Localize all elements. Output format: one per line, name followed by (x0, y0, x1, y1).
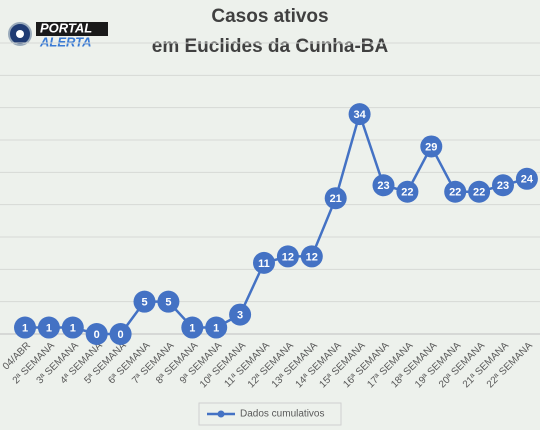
data-label: 12 (282, 251, 294, 263)
chart-subtitle: em Euclides da Cunha-BA (152, 36, 389, 57)
data-point (253, 251, 275, 274)
data-label: 0 (118, 329, 124, 341)
data-label: 1 (46, 322, 52, 334)
data-point (348, 103, 371, 126)
data-label: 5 (141, 297, 147, 309)
data-point (276, 245, 299, 268)
data-label: 3 (237, 310, 243, 322)
data-label: 0 (94, 329, 100, 341)
data-point (229, 303, 252, 326)
data-point (181, 316, 204, 339)
logo: PORTAL ALERTA (8, 20, 108, 49)
data-point (109, 323, 132, 345)
chart-title: Casos ativos (211, 6, 328, 27)
data-label: 23 (377, 180, 389, 192)
data-label: 23 (497, 180, 509, 192)
data-label: 24 (521, 174, 534, 186)
data-label: 1 (213, 322, 219, 334)
data-point (468, 180, 491, 203)
logo-bottom: ALERTA (39, 34, 92, 49)
data-point (37, 316, 60, 339)
legend-box (198, 402, 342, 426)
logo-top: PORTAL (40, 20, 92, 35)
data-point (85, 323, 108, 345)
data-label: 12 (306, 251, 318, 263)
data-label: 1 (189, 322, 195, 334)
data-label: 21 (330, 193, 342, 205)
data-point (133, 290, 156, 313)
data-point (420, 135, 443, 158)
legend-marker (217, 410, 225, 418)
data-point (396, 180, 419, 203)
data-point (61, 316, 84, 339)
data-label: 1 (22, 322, 28, 334)
data-point (444, 180, 467, 203)
data-point (157, 290, 180, 313)
legend-label: Dados cumulativos (240, 409, 324, 420)
data-point (14, 316, 36, 339)
data-point (492, 174, 514, 197)
data-point (324, 187, 347, 210)
logo-icon-center (16, 30, 24, 38)
legend: Dados cumulativos (198, 402, 342, 426)
data-label: 5 (165, 297, 171, 309)
data-label: 22 (401, 187, 413, 199)
data-line (25, 109, 528, 336)
data-label: 22 (449, 187, 461, 199)
data-point (300, 245, 323, 268)
data-label: 29 (425, 141, 437, 153)
data-point (372, 174, 395, 197)
data-label: 1 (70, 322, 76, 334)
data-label: 22 (473, 187, 485, 199)
data-point (515, 167, 538, 190)
data-label: 34 (353, 109, 366, 121)
data-label: 11 (258, 258, 270, 270)
data-point (205, 316, 228, 339)
logo-band (36, 22, 108, 36)
